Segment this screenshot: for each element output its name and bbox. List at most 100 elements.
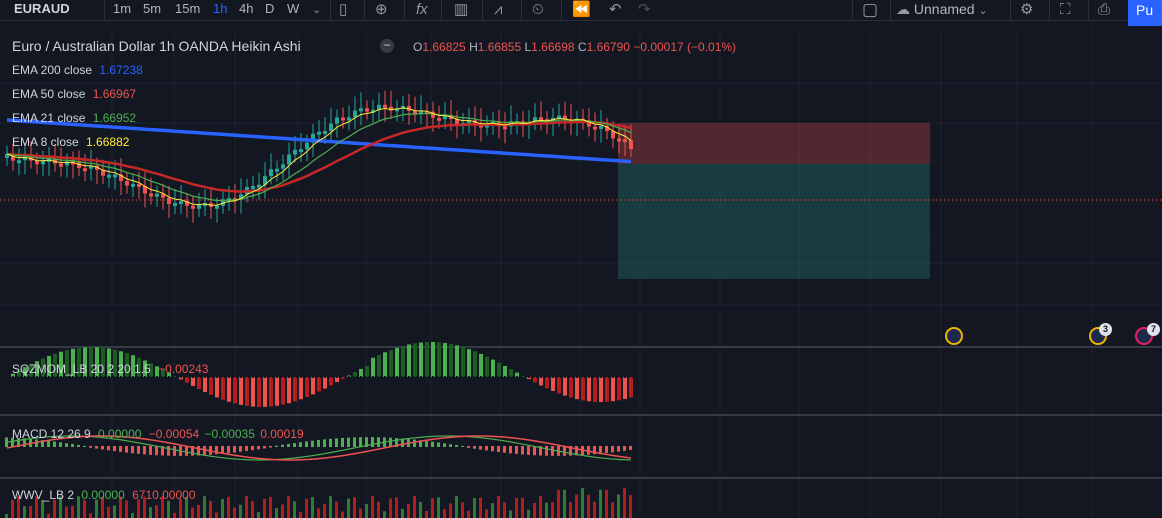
- macd-histogram-bar: [605, 446, 608, 454]
- macd-histogram-bar: [395, 438, 398, 447]
- macd-histogram-bar: [455, 445, 458, 447]
- volume-bar: [497, 496, 500, 518]
- macd-histogram-bar: [77, 444, 80, 447]
- volume-bar: [53, 499, 56, 518]
- chart-title: Euro / Australian Dollar 1h OANDA Heikin…: [12, 38, 301, 54]
- sqzmom-bar: [173, 376, 177, 377]
- divider: [404, 0, 405, 20]
- ema21-legend[interactable]: EMA 21 close 1.66952: [12, 111, 136, 125]
- volume-bar: [485, 509, 488, 518]
- macd-histogram-bar: [83, 445, 86, 447]
- volume-bar: [437, 497, 440, 518]
- divider: [104, 0, 105, 20]
- candle-body: [503, 126, 507, 130]
- interval-5m[interactable]: 5m: [143, 1, 162, 16]
- symbol-search[interactable]: EURAUD: [14, 1, 70, 16]
- volume-bar: [359, 508, 362, 518]
- interval-4h[interactable]: 4h: [239, 1, 254, 16]
- interval-1m[interactable]: 1m: [113, 1, 132, 16]
- sqzmom-bar: [491, 359, 495, 377]
- volume-bar: [143, 496, 146, 518]
- volume-bar: [593, 501, 596, 518]
- macd-legend[interactable]: MACD 12 26 9 0.00000 −0.00054 −0.00035 0…: [12, 427, 304, 441]
- macd-histogram-bar: [545, 446, 548, 456]
- candle-body: [173, 202, 177, 206]
- add-compare-icon[interactable]: ⊕: [375, 1, 388, 18]
- macd-histogram-bar: [485, 446, 488, 451]
- undo-icon[interactable]: ↶: [609, 1, 622, 18]
- sqzmom-bar: [65, 350, 69, 377]
- volume-bar: [575, 494, 578, 518]
- sqzmom-bar: [239, 377, 243, 405]
- volume-bar: [323, 504, 326, 518]
- candle-body: [197, 204, 201, 209]
- sqzmom-bar: [611, 377, 615, 402]
- publish-button[interactable]: Pu: [1128, 0, 1162, 26]
- candle-body: [371, 109, 375, 113]
- fullscreen-icon[interactable]: ⛶: [1060, 1, 1071, 18]
- sqzmom-bar: [431, 342, 435, 377]
- sqzmom-bar: [263, 377, 267, 407]
- ema50-legend[interactable]: EMA 50 close 1.66967: [12, 87, 136, 101]
- top-toolbar: EURAUD 1m 5m 15m 1h 4h D W ⌄ ▯ ⊕ fx ▥ ⩘ …: [0, 0, 1162, 26]
- candle-body: [539, 117, 543, 121]
- macd-value-3: −0.00035: [204, 427, 255, 441]
- volume-bar: [107, 506, 110, 518]
- candle-body: [623, 139, 627, 143]
- candle-body: [467, 120, 471, 124]
- volume-bar: [311, 497, 314, 518]
- ema50-label: EMA 50 close: [12, 87, 86, 101]
- indicators-icon[interactable]: fx: [416, 1, 428, 18]
- macd-histogram-bar: [191, 446, 194, 456]
- wwv-value-2: 6710.00000: [132, 488, 196, 502]
- candle-body: [377, 104, 381, 110]
- sqzmom-bar: [599, 377, 603, 402]
- macd-histogram-bar: [299, 442, 302, 447]
- volume-bar: [581, 488, 584, 518]
- redo-icon[interactable]: ↷: [638, 1, 651, 18]
- macd-histogram-bar: [617, 446, 620, 452]
- ema200-legend[interactable]: EMA 200 close 1.67238: [12, 63, 143, 77]
- macd-histogram-bar: [263, 446, 266, 449]
- sqzmom-bar: [59, 351, 63, 377]
- macd-histogram-bar: [221, 446, 224, 454]
- ema8-legend[interactable]: EMA 8 close 1.66882: [12, 135, 129, 149]
- sqzmom-legend[interactable]: SQZMOM_LB 20 2 20 1.5 −0.00243 0.00000: [12, 362, 259, 376]
- macd-value-1: 0.00000: [98, 427, 142, 441]
- templates-icon[interactable]: ⩘: [494, 1, 503, 18]
- candle-body: [35, 160, 39, 165]
- volume-bar: [305, 498, 308, 518]
- interval-w[interactable]: W: [287, 1, 300, 16]
- open-label: O: [413, 40, 423, 54]
- interval-15m[interactable]: 15m: [175, 1, 201, 16]
- candle-body: [365, 108, 369, 112]
- layout-name[interactable]: ☁ Unnamed ⌄: [896, 0, 988, 20]
- ema21-line: [6, 112, 632, 202]
- chevron-down-icon[interactable]: ⌄: [312, 4, 322, 16]
- candles-icon[interactable]: ▯: [339, 1, 348, 18]
- camera-icon[interactable]: ⎙: [1098, 1, 1111, 18]
- ohlc-readout: O1.66825 H1.66855 L1.66698 C1.66790 −0.0…: [413, 40, 736, 54]
- economic-event-icon[interactable]: [945, 327, 963, 345]
- volume-bar: [113, 505, 116, 518]
- fullscreen-toggle-icon[interactable]: ▢: [862, 0, 879, 19]
- macd-histogram-bar: [509, 446, 512, 454]
- sqzmom-bar: [395, 347, 399, 377]
- replay-icon[interactable]: ⏪: [572, 1, 591, 18]
- volume-bar: [221, 499, 224, 518]
- interval-d[interactable]: D: [265, 1, 275, 16]
- collapse-legend-button[interactable]: −: [380, 39, 394, 53]
- volume-bar: [233, 507, 236, 518]
- alert-icon[interactable]: ⏲: [532, 1, 544, 18]
- settings-icon[interactable]: ⚙: [1020, 1, 1034, 18]
- sqzmom-bar: [341, 377, 345, 379]
- sqzmom-bar: [101, 347, 105, 377]
- sqzmom-bar: [383, 352, 387, 377]
- volume-bar: [551, 502, 554, 518]
- interval-1h[interactable]: 1h: [213, 1, 228, 16]
- wwv-legend[interactable]: WWV_LB 2 0.00000 6710.00000: [12, 488, 196, 502]
- sqzmom-bar: [617, 377, 621, 401]
- macd-histogram-bar: [443, 443, 446, 447]
- financials-icon[interactable]: ▥: [454, 1, 469, 18]
